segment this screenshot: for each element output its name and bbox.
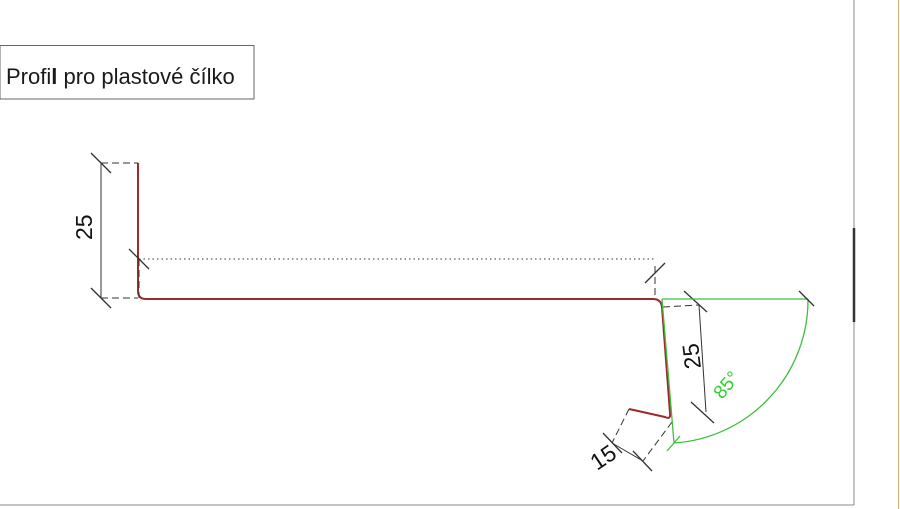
svg-text:Profil pro plastové čílko: Profil pro plastové čílko <box>6 64 235 89</box>
svg-text:25: 25 <box>71 214 97 240</box>
svg-text:25: 25 <box>677 342 706 371</box>
svg-text:85°: 85° <box>710 368 745 404</box>
